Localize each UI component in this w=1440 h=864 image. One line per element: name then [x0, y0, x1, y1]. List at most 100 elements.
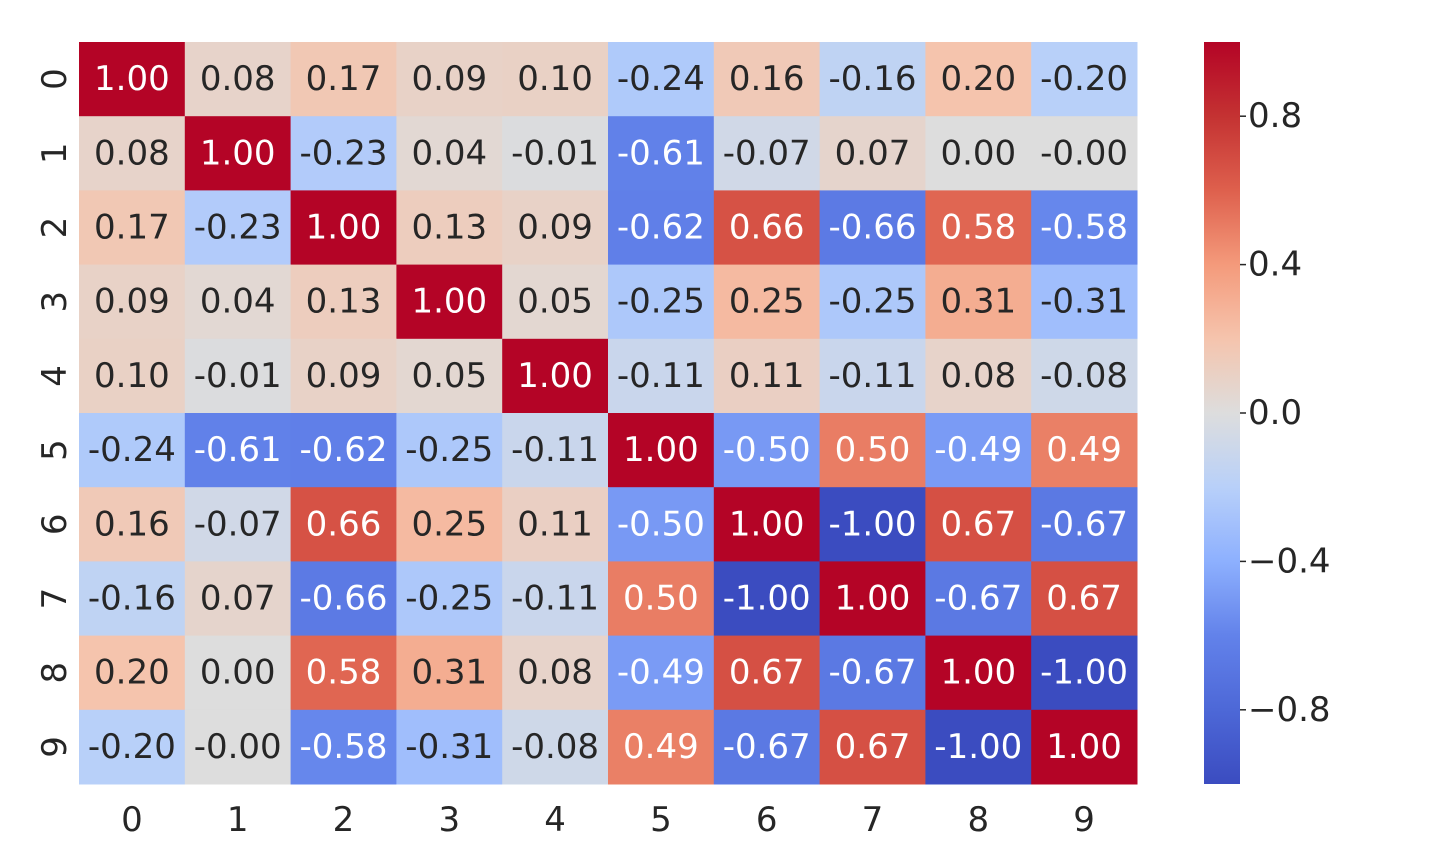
heatmap-cell [819, 413, 926, 488]
y-tick-label: 3 [35, 291, 75, 313]
heatmap-cell [502, 561, 609, 637]
cell-value-label: -0.16 [829, 59, 917, 99]
y-tick-label: 0 [35, 68, 75, 90]
cell-value-label: -0.61 [617, 133, 705, 173]
cell-value-label: 0.05 [411, 356, 487, 396]
cell-value-label: 0.49 [1046, 430, 1122, 470]
heatmap-cell [502, 487, 609, 562]
colorbar-tick-label: 0.8 [1248, 96, 1302, 136]
cell-value-label: 1.00 [623, 430, 699, 470]
cell-value-label: -0.62 [300, 430, 388, 470]
x-tick-label: 3 [438, 800, 460, 840]
cell-value-label: -1.00 [1040, 653, 1128, 693]
cell-value-label: 0.50 [623, 579, 699, 619]
cell-value-label: -0.67 [829, 653, 917, 693]
heatmap-cell [184, 413, 292, 488]
heatmap-cell [819, 42, 926, 117]
cell-value-label: -0.25 [405, 430, 493, 470]
cell-value-label: -0.00 [1040, 133, 1128, 173]
heatmap-cell [819, 487, 926, 562]
heatmap-annotations: 1.00 0.08 0.17 0.09 0.10 -0.24 0.16 -0.16 0.20 -0… [88, 59, 1128, 767]
colorbar-tick-label: 0.4 [1248, 245, 1302, 285]
heatmap-cell [396, 561, 503, 637]
cell-value-label: -0.24 [617, 59, 705, 99]
cell-value-label: 0.08 [94, 133, 170, 173]
heatmap-cell [713, 264, 821, 340]
cell-value-label: 0.04 [200, 282, 276, 322]
cell-value-label: 1.00 [306, 208, 382, 248]
cell-value-label: 0.08 [517, 653, 593, 693]
heatmap-cell [79, 338, 186, 414]
cell-value-label: 1.00 [729, 504, 805, 544]
heatmap-cell [713, 709, 821, 785]
cell-value-label: -0.08 [511, 727, 599, 767]
heatmap-cell [819, 338, 926, 414]
y-axis-ticks: 0 1 2 3 4 5 6 7 8 9 [35, 68, 75, 757]
x-tick-label: 0 [121, 800, 143, 840]
heatmap-cell [502, 116, 609, 191]
heatmap-cell [1031, 709, 1138, 785]
cell-value-label: -0.66 [300, 579, 388, 619]
cell-value-label: -0.23 [300, 133, 388, 173]
heatmap-cell [819, 116, 926, 191]
heatmap-cell [290, 338, 397, 414]
cell-value-label: 0.67 [940, 504, 1016, 544]
y-tick-label: 7 [35, 588, 75, 610]
cell-value-label: -0.01 [511, 133, 599, 173]
cell-value-label: 0.49 [623, 727, 699, 767]
heatmap-cell [608, 561, 715, 637]
x-tick-label: 2 [333, 800, 355, 840]
cell-value-label: 0.09 [94, 282, 170, 322]
heatmap-cell [713, 487, 821, 562]
cell-value-label: 0.67 [729, 653, 805, 693]
heatmap-cell [713, 42, 821, 117]
cell-value-label: 0.31 [940, 282, 1016, 322]
heatmap-cell [79, 42, 186, 117]
cell-value-label: -0.16 [88, 579, 176, 619]
heatmap-cell [184, 116, 292, 191]
heatmap-cell [925, 561, 1032, 637]
cell-value-label: 0.16 [729, 59, 805, 99]
x-tick-label: 1 [227, 800, 249, 840]
heatmap-cell [396, 487, 503, 562]
cell-value-label: 0.00 [940, 133, 1016, 173]
y-tick-label: 6 [35, 513, 75, 535]
colorbar-ticks: 0.8 0.4 0.0 −0.4 −0.8 [1240, 96, 1331, 730]
cell-value-label: -0.25 [405, 579, 493, 619]
cell-value-label: -0.20 [1040, 59, 1128, 99]
heatmap-cell [608, 264, 715, 340]
heatmap-cell [184, 264, 292, 340]
heatmap-cell [925, 413, 1032, 488]
cell-value-label: 0.17 [306, 59, 382, 99]
cell-value-label: 0.11 [729, 356, 805, 396]
heatmap-cell [608, 709, 715, 785]
x-tick-label: 6 [756, 800, 778, 840]
heatmap-cell [925, 487, 1032, 562]
heatmap-cell [1031, 487, 1138, 562]
cell-value-label: 0.66 [729, 208, 805, 248]
y-tick-label: 5 [35, 439, 75, 461]
cell-value-label: 1.00 [411, 282, 487, 322]
heatmap-cell [290, 264, 397, 340]
heatmap-cell [608, 338, 715, 414]
heatmap-cell [819, 709, 926, 785]
heatmap-cell [79, 561, 186, 637]
heatmap-cell [79, 264, 186, 340]
cell-value-label: -0.24 [88, 430, 176, 470]
heatmap-cell [290, 487, 397, 562]
cell-value-label: -0.67 [723, 727, 811, 767]
cell-value-label: -0.67 [934, 579, 1022, 619]
heatmap-cell [290, 561, 397, 637]
cell-value-label: -0.01 [194, 356, 282, 396]
heatmap-cell [925, 264, 1032, 340]
y-tick-label: 2 [35, 217, 75, 239]
cell-value-label: 0.07 [835, 133, 911, 173]
heatmap-cell [608, 487, 715, 562]
heatmap-cell [396, 709, 503, 785]
heatmap-cell [502, 413, 609, 488]
cell-value-label: 0.25 [729, 282, 805, 322]
cell-value-label: -1.00 [723, 579, 811, 619]
heatmap-cell [819, 264, 926, 340]
cell-value-label: 0.04 [411, 133, 487, 173]
heatmap-cell [290, 413, 397, 488]
